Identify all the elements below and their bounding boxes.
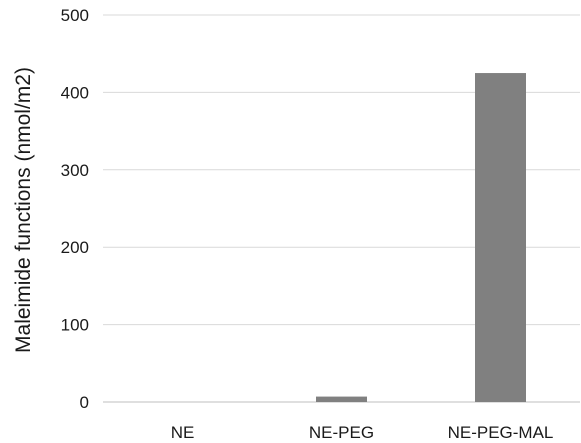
x-tick-label: NE bbox=[171, 423, 195, 442]
y-tick-labels: 0 100 200 300 400 500 bbox=[61, 6, 89, 412]
bar-ne-peg bbox=[316, 396, 367, 402]
y-tick-label: 300 bbox=[61, 161, 89, 180]
y-tick-label: 400 bbox=[61, 83, 89, 102]
y-axis-title: Maleimide functions (nmol/m2) bbox=[12, 67, 35, 353]
bar-ne-peg-mal bbox=[475, 73, 526, 403]
bars bbox=[316, 73, 526, 403]
x-tick-label: NE-PEG bbox=[309, 423, 374, 442]
y-tick-label: 100 bbox=[61, 316, 89, 335]
x-tick-labels: NE NE-PEG NE-PEG-MAL bbox=[171, 423, 554, 442]
y-tick-label: 0 bbox=[80, 393, 89, 412]
y-tick-label: 500 bbox=[61, 6, 89, 25]
x-tick-label: NE-PEG-MAL bbox=[448, 423, 554, 442]
y-tick-label: 200 bbox=[61, 238, 89, 257]
